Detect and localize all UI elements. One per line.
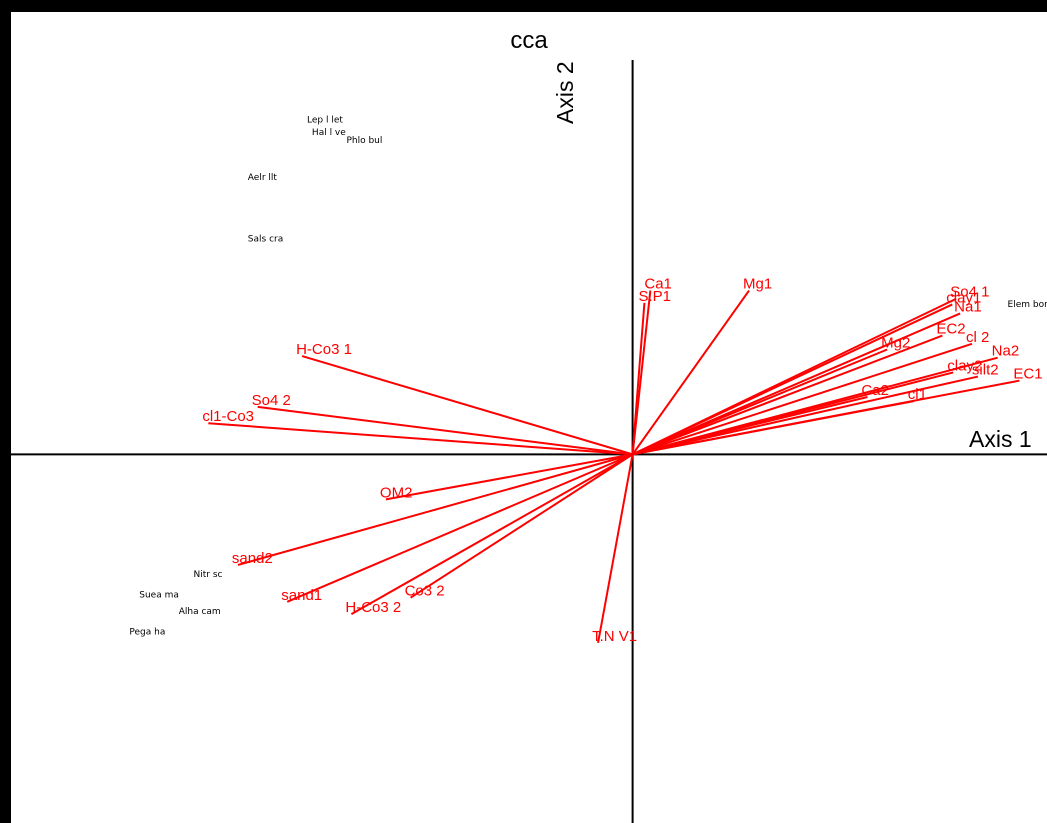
vector-sand1 [286, 453, 633, 603]
species-label-sals-cra: Sals cra [248, 234, 283, 244]
species-label-phlo-bul: Phlo bul [346, 136, 382, 146]
vector-clay1 [632, 303, 953, 456]
species-label-nitr-sc: Nitr sc [194, 570, 223, 580]
vector-mg1 [631, 289, 750, 455]
vector-silt2 [632, 375, 979, 456]
chart-frame: cca Axis 2 Axis 1 Ca1 S.P1 Mg1 So4 1 clay1 Na… [11, 12, 1047, 823]
species-label-aelr-llt: Aelr llt [248, 173, 278, 183]
vector-label-ec1: EC1 [1013, 366, 1042, 383]
vector-so4-2 [257, 405, 633, 456]
y-axis-label: Axis 2 [552, 61, 578, 124]
vector-label-s-p1: S.P1 [638, 288, 671, 305]
vector-label-clay2: clay2 [947, 357, 982, 374]
vector-sand2 [237, 453, 633, 566]
vector-h-co3-1 [301, 355, 633, 456]
vector-label-cl1: cl1 [908, 386, 927, 403]
vector-label-sand1: sand1 [281, 587, 322, 604]
vector-h-co3-2 [350, 453, 634, 615]
vector-om2 [385, 453, 633, 501]
vector-cl-2 [632, 342, 973, 456]
vector-label-clay1: clay1 [946, 289, 981, 306]
species-label-elem-bon: Elem bon [1008, 300, 1047, 310]
vector-label-na2: Na2 [992, 343, 1020, 360]
vector-co3-2 [410, 453, 634, 599]
vector-label-ca2: Ca2 [861, 382, 889, 399]
chart-title: cca [510, 27, 548, 54]
vector-label-ca1: Ca1 [644, 276, 672, 293]
species-label-suea-ma: Suea ma [139, 591, 179, 601]
vector-label-na1: Na1 [954, 298, 982, 315]
vector-label-t-n-v1: T.N V1 [592, 628, 637, 645]
x-axis-label: Axis 1 [969, 426, 1032, 452]
vector-label-co3-2: Co3 2 [405, 583, 445, 600]
vector-label-mg2: Mg2 [881, 335, 910, 352]
vector-label-so4-1: So4 1 [950, 284, 989, 301]
species-label-pega-ha: Pega ha [129, 628, 165, 638]
vector-label-cl1-co3: cl1-Co3 [202, 408, 254, 425]
species-label-alha-cam: Alha cam [179, 607, 221, 617]
vector-label-silt2: silt2 [972, 362, 999, 379]
vector-label-h-co3-2: H-Co3 2 [345, 599, 401, 616]
vector-label-so4-2: So4 2 [252, 392, 291, 409]
vector-s-p1 [631, 302, 646, 455]
vector-t-n-v1 [597, 454, 634, 643]
vector-label-h-co3-1: H-Co3 1 [296, 341, 352, 358]
vector-label-om2: OM2 [380, 484, 413, 501]
vector-ec2 [632, 334, 943, 456]
vector-label-cl-2: cl 2 [966, 329, 989, 346]
species-label-lep-l-let: Lep l let [307, 116, 343, 126]
vector-ca2 [632, 396, 868, 456]
vector-cl1-co3 [208, 422, 633, 456]
species-label-hal-l-ve: Hal l ve [312, 128, 346, 138]
vector-label-mg1: Mg1 [743, 276, 772, 293]
vector-mg2 [632, 348, 888, 456]
vector-label-ec2: EC2 [936, 321, 965, 338]
vector-label-sand2: sand2 [232, 550, 273, 567]
vector-cl1 [632, 400, 914, 456]
